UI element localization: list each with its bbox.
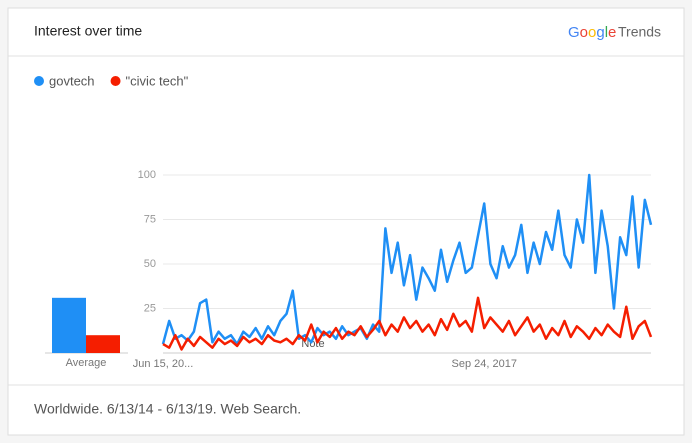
brand-product: Trends bbox=[618, 24, 661, 40]
footer-text: Worldwide. 6/13/14 - 6/13/19. Web Search… bbox=[34, 401, 301, 417]
y-tick-label: 25 bbox=[144, 302, 156, 314]
x-tick-label: Sep 24, 2017 bbox=[451, 358, 516, 370]
trend-line bbox=[161, 173, 653, 346]
y-tick-label: 75 bbox=[144, 213, 156, 225]
legend-marker bbox=[34, 76, 44, 86]
legend-label: "civic tech" bbox=[126, 73, 189, 88]
y-tick-label: 100 bbox=[138, 169, 156, 181]
brand-logo: Google bbox=[568, 24, 616, 41]
average-bar bbox=[52, 297, 86, 353]
trend-line bbox=[162, 296, 653, 351]
average-bar bbox=[86, 335, 120, 353]
legend-marker bbox=[110, 76, 121, 86]
y-tick-label: 50 bbox=[144, 258, 156, 270]
x-tick-label: Jun 15, 20... bbox=[133, 358, 194, 370]
card-title: Interest over time bbox=[34, 23, 142, 39]
legend-label: govtech bbox=[49, 73, 95, 88]
card bbox=[7, 7, 685, 436]
average-label: Average bbox=[66, 357, 107, 369]
